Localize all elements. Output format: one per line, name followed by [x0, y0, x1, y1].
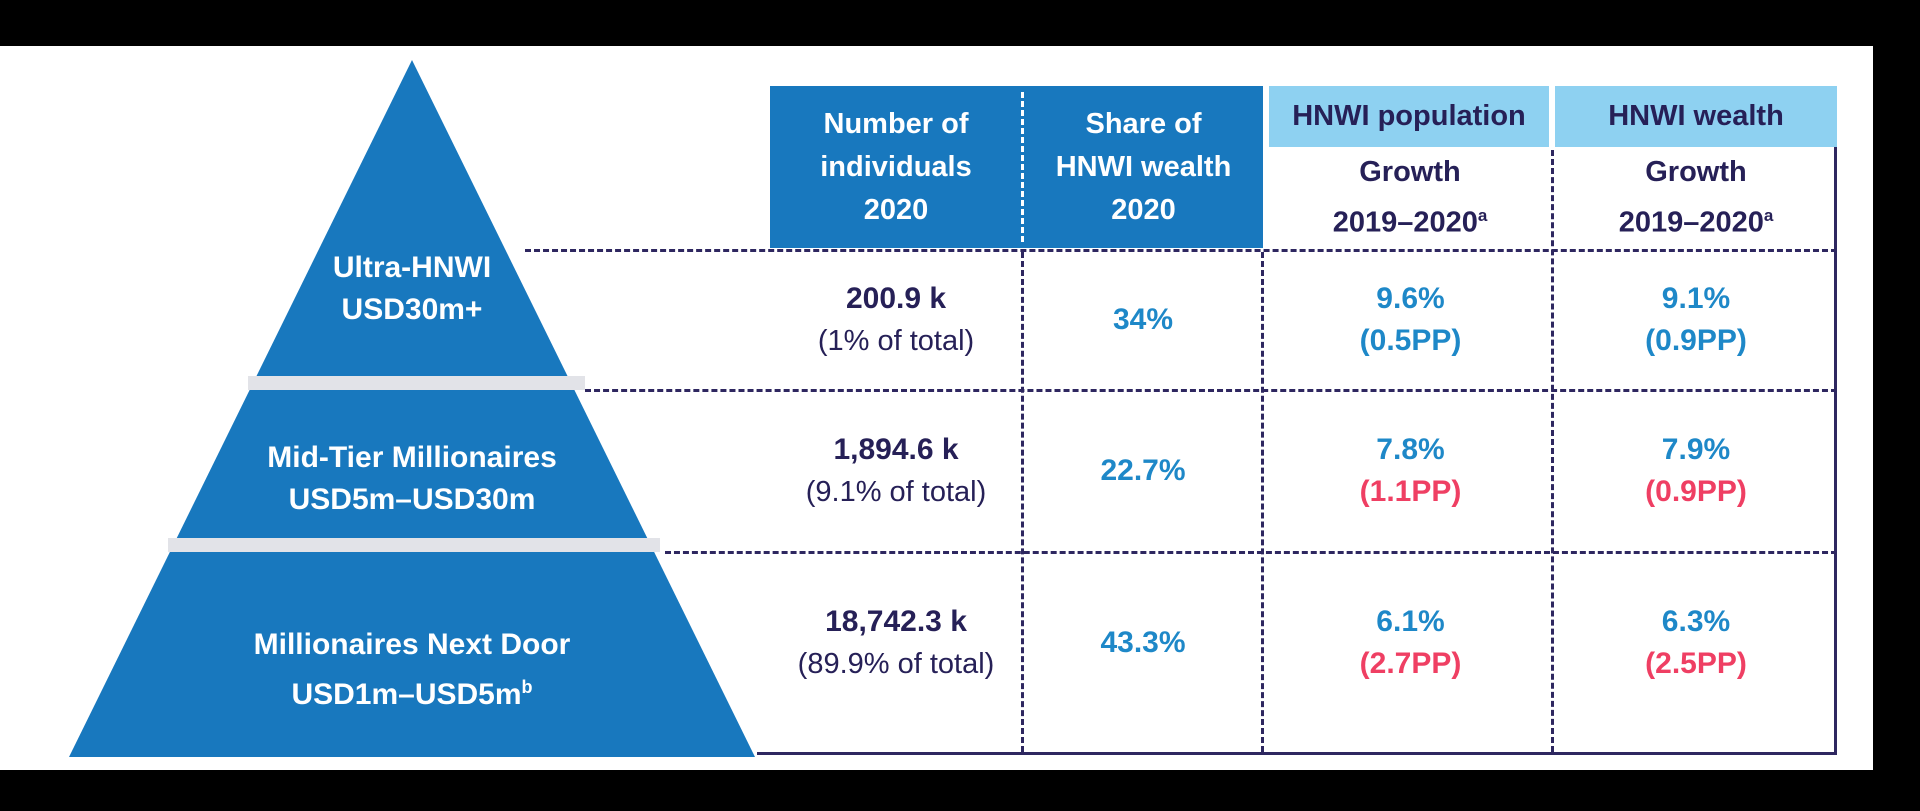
footnote-a-marker: a	[1477, 206, 1488, 226]
ultra-pop-growth-pp: (0.5PP)	[1359, 324, 1462, 357]
population-growth-years: 2019–2020a	[1332, 206, 1488, 239]
nextdoor-wealth-share-value: 43.3%	[1100, 626, 1186, 659]
tier3-name: Millionaires Next Door	[253, 628, 571, 661]
cell-nextdoor-wealth-share: 43.3%	[1024, 554, 1262, 732]
tier-label-mid-tier: Mid-Tier Millionaires USD5m–USD30m	[162, 437, 662, 521]
nextdoor-pop-growth-value: 6.1%	[1376, 605, 1445, 638]
header-hnwi-population-label: HNWI population	[1292, 100, 1526, 132]
tier-label-ultra-hnwi: Ultra-HNWI USD30m+	[162, 247, 662, 331]
column-divider-2	[1261, 252, 1264, 752]
header-col2-line2: HNWI wealth	[1055, 150, 1232, 183]
tier1-name: Ultra-HNWI	[332, 251, 492, 284]
midtier-individuals-value: 1,894.6 k	[833, 433, 959, 466]
ultra-wealth-growth-pp: (0.9PP)	[1645, 324, 1747, 357]
ultra-pop-growth-value: 9.6%	[1376, 282, 1445, 315]
cell-midtier-wealth-share: 22.7%	[1024, 392, 1262, 550]
header-col1-line3: 2020	[863, 193, 929, 226]
cell-ultra-individuals: 200.9 k (1% of total)	[770, 252, 1022, 388]
row-divider-2	[665, 551, 1837, 554]
wealth-growth-word: Growth	[1645, 156, 1747, 189]
cell-ultra-pop-growth: 9.6% (0.5PP)	[1270, 252, 1551, 388]
midtier-individuals-share: (9.1% of total)	[805, 476, 987, 508]
cell-midtier-wealth-growth: 7.9% (0.9PP)	[1556, 392, 1836, 550]
footnote-a-marker: a	[1763, 206, 1774, 226]
ultra-wealth-share-value: 34%	[1112, 303, 1174, 336]
midtier-pop-growth-pp: (1.1PP)	[1359, 475, 1462, 508]
footnote-b-marker: b	[521, 677, 533, 697]
tier-label-millionaires-next-door: Millionaires Next Door USD1m–USD5mb	[162, 624, 662, 716]
subheader-population-growth: Growth 2019–2020a	[1270, 150, 1550, 246]
table-right-border	[1834, 147, 1837, 752]
header-col2-line3: 2020	[1111, 193, 1176, 226]
nextdoor-wealth-growth-value: 6.3%	[1661, 605, 1731, 638]
header-hnwi-population-band: HNWI population	[1269, 86, 1549, 147]
nextdoor-pop-growth-pp: (2.7PP)	[1359, 647, 1462, 680]
row-divider-1	[585, 389, 1837, 392]
header-share-of-wealth: Share of HNWI wealth 2020	[1024, 86, 1263, 248]
tier2-range: USD5m–USD30m	[288, 483, 536, 516]
subheader-wealth-growth: Growth 2019–2020a	[1556, 150, 1836, 246]
midtier-pop-growth-value: 7.8%	[1376, 433, 1445, 466]
ultra-individuals-share: (1% of total)	[817, 325, 975, 357]
cell-midtier-pop-growth: 7.8% (1.1PP)	[1270, 392, 1551, 550]
cell-nextdoor-wealth-growth: 6.3% (2.5PP)	[1556, 554, 1836, 732]
header-column-divider	[1021, 92, 1024, 242]
nextdoor-individuals-share: (89.9% of total)	[797, 648, 995, 680]
tier3-range: USD1m–USD5mb	[291, 677, 533, 711]
header-hnwi-wealth-band: HNWI wealth	[1555, 86, 1837, 147]
header-col1-line1: Number of	[823, 107, 969, 140]
cell-nextdoor-individuals: 18,742.3 k (89.9% of total)	[770, 554, 1022, 732]
cell-midtier-individuals: 1,894.6 k (9.1% of total)	[770, 392, 1022, 550]
table-bottom-border	[757, 752, 1837, 755]
population-growth-word: Growth	[1359, 156, 1461, 189]
column-divider-3	[1551, 150, 1554, 752]
nextdoor-wealth-growth-pp: (2.5PP)	[1645, 647, 1747, 680]
header-col2-line1: Share of	[1085, 107, 1202, 140]
cell-ultra-wealth-share: 34%	[1024, 252, 1262, 388]
midtier-wealth-share-value: 22.7%	[1100, 454, 1186, 487]
header-hnwi-wealth-label: HNWI wealth	[1608, 100, 1784, 132]
midtier-wealth-growth-value: 7.9%	[1661, 433, 1731, 466]
tier1-range: USD30m+	[341, 293, 483, 326]
tier2-name: Mid-Tier Millionaires	[267, 441, 557, 474]
table-header-block	[770, 86, 1263, 248]
wealth-growth-years: 2019–2020a	[1618, 206, 1774, 239]
row-divider-header	[525, 249, 1837, 252]
nextdoor-individuals-value: 18,742.3 k	[825, 605, 967, 638]
cell-ultra-wealth-growth: 9.1% (0.9PP)	[1556, 252, 1836, 388]
column-divider-1	[1021, 252, 1024, 752]
header-col1-line2: individuals	[820, 150, 972, 183]
header-number-of-individuals: Number of individuals 2020	[770, 86, 1022, 248]
ultra-individuals-value: 200.9 k	[845, 282, 947, 315]
cell-nextdoor-pop-growth: 6.1% (2.7PP)	[1270, 554, 1551, 732]
midtier-wealth-growth-pp: (0.9PP)	[1645, 475, 1747, 508]
ultra-wealth-growth-value: 9.1%	[1661, 282, 1731, 315]
